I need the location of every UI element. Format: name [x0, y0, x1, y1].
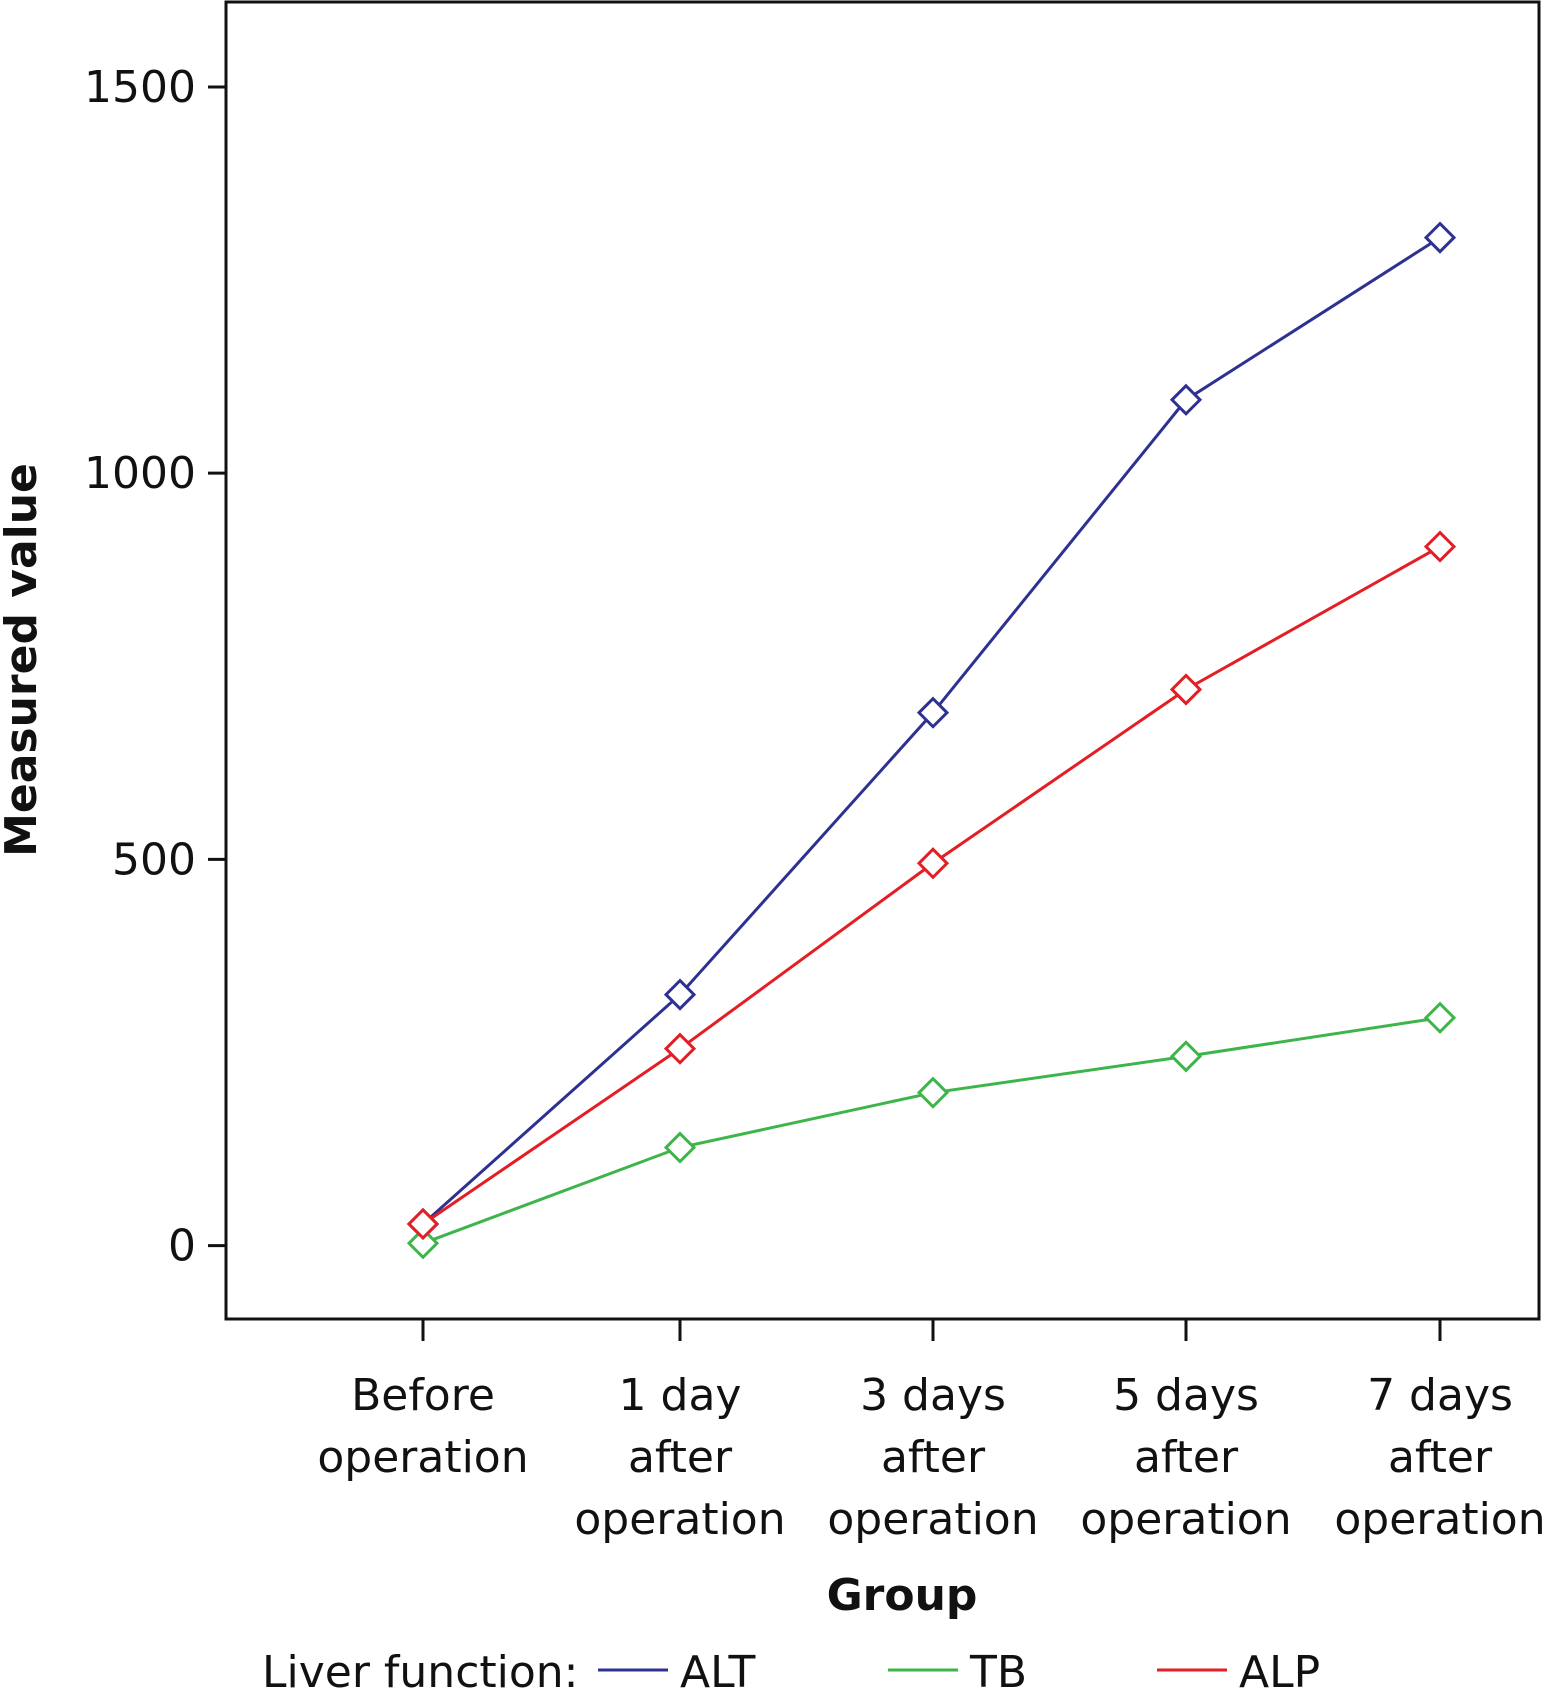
data-point	[663, 1032, 697, 1065]
x-tick-label: 7 days after operation	[1334, 1370, 1545, 1545]
y-tick-label: 1500	[84, 62, 196, 113]
x-tick-label-line: operation	[574, 1494, 785, 1545]
series-line	[422, 1016, 1441, 1245]
series-line	[422, 545, 1441, 1226]
plot-frame	[224, 0, 1541, 1321]
x-tick-label-line: operation	[317, 1432, 528, 1483]
legend-title: Liver function:	[262, 1647, 579, 1690]
y-tick-label: 500	[112, 834, 196, 885]
data-point	[916, 847, 950, 880]
x-tick-label-line: after	[628, 1432, 733, 1483]
series-layer	[406, 221, 1457, 1260]
x-tick-label-line: after	[1134, 1432, 1239, 1483]
x-tick-label-line: operation	[827, 1494, 1038, 1545]
data-point	[1169, 383, 1203, 416]
y-axis: 0 500 1000 1500	[84, 62, 226, 1272]
x-tick-label-line: 7 days	[1367, 1370, 1513, 1421]
x-axis-title: Group	[827, 1570, 978, 1621]
x-tick-label-line: 1 day	[619, 1370, 742, 1421]
x-tick-label-line: 5 days	[1113, 1370, 1259, 1421]
data-point	[1169, 673, 1203, 706]
x-tick-label-line: after	[881, 1432, 986, 1483]
data-point	[916, 696, 950, 729]
data-point	[1423, 221, 1457, 254]
y-tick-label: 0	[168, 1221, 196, 1272]
data-point	[406, 1207, 440, 1241]
x-tick-label: 3 days after operation	[827, 1370, 1038, 1545]
data-point	[916, 1076, 950, 1109]
data-point	[663, 1131, 697, 1164]
x-tick-label-line: after	[1388, 1432, 1493, 1483]
x-tick-label: Before operation	[317, 1370, 528, 1483]
legend-label: ALT	[680, 1647, 756, 1690]
data-point	[1169, 1040, 1203, 1073]
data-point	[406, 1227, 440, 1260]
x-tick-label-line: 3 days	[860, 1370, 1006, 1421]
x-tick-label-line: operation	[1080, 1494, 1291, 1545]
data-point	[663, 978, 697, 1011]
y-tick-label: 1000	[84, 448, 196, 499]
y-axis-title: Measured value	[0, 463, 47, 857]
series-tb	[406, 1001, 1457, 1260]
data-point	[1423, 530, 1457, 563]
data-point	[1423, 1001, 1457, 1034]
legend-label: TB	[969, 1647, 1027, 1690]
legend-label: ALP	[1239, 1647, 1320, 1690]
x-tick-label-line: operation	[1334, 1494, 1545, 1545]
series-line	[422, 236, 1441, 1226]
series-alp	[406, 530, 1457, 1241]
x-tick-label: 5 days after operation	[1080, 1370, 1291, 1545]
x-tick-label: 1 day after operation	[574, 1370, 785, 1545]
legend: Liver function: ALT TB ALP	[262, 1647, 1320, 1690]
x-tick-label-line: Before	[351, 1370, 495, 1421]
